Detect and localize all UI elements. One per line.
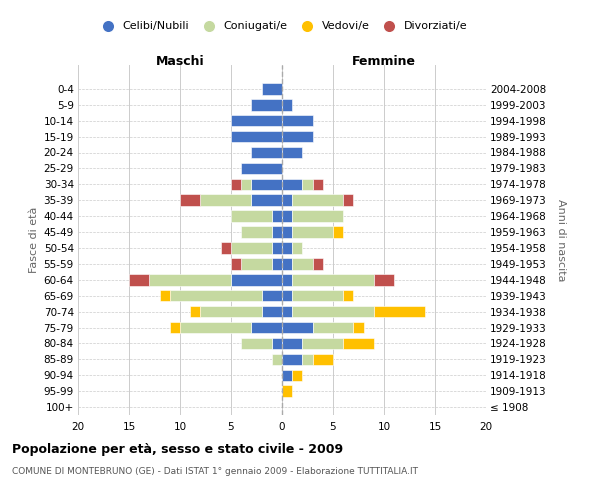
Y-axis label: Fasce di età: Fasce di età <box>29 207 40 273</box>
Bar <box>292 290 343 302</box>
Bar <box>292 210 343 222</box>
Bar <box>149 274 231 285</box>
Bar <box>129 274 149 285</box>
Bar <box>282 115 313 126</box>
Bar <box>343 338 374 349</box>
Bar <box>374 274 394 285</box>
Bar <box>282 258 292 270</box>
Bar <box>160 290 170 302</box>
Bar <box>231 210 272 222</box>
Bar <box>241 178 251 190</box>
Bar <box>231 258 241 270</box>
Bar <box>272 258 282 270</box>
Legend: Celibi/Nubili, Coniugati/e, Vedovi/e, Divorziati/e: Celibi/Nubili, Coniugati/e, Vedovi/e, Di… <box>97 22 467 32</box>
Bar <box>282 226 292 238</box>
Bar <box>180 322 251 333</box>
Bar <box>231 115 282 126</box>
Bar <box>231 131 282 142</box>
Bar <box>313 258 323 270</box>
Bar <box>170 290 262 302</box>
Bar <box>282 354 302 365</box>
Bar <box>282 274 292 285</box>
Bar <box>282 194 292 206</box>
Bar <box>272 338 282 349</box>
Bar <box>251 322 282 333</box>
Bar <box>221 242 231 254</box>
Bar <box>292 370 302 381</box>
Bar <box>272 354 282 365</box>
Bar <box>262 83 282 94</box>
Bar <box>251 178 282 190</box>
Text: Popolazione per età, sesso e stato civile - 2009: Popolazione per età, sesso e stato civil… <box>12 442 343 456</box>
Text: COMUNE DI MONTEBRUNO (GE) - Dati ISTAT 1° gennaio 2009 - Elaborazione TUTTITALIA: COMUNE DI MONTEBRUNO (GE) - Dati ISTAT 1… <box>12 468 418 476</box>
Bar <box>292 194 343 206</box>
Bar <box>282 338 302 349</box>
Bar <box>241 162 282 174</box>
Bar <box>282 178 302 190</box>
Text: Femmine: Femmine <box>352 55 416 68</box>
Bar <box>282 290 292 302</box>
Bar <box>262 306 282 318</box>
Bar <box>251 99 282 110</box>
Bar <box>262 290 282 302</box>
Y-axis label: Anni di nascita: Anni di nascita <box>556 198 566 281</box>
Bar <box>200 194 251 206</box>
Bar <box>292 242 302 254</box>
Bar <box>241 258 272 270</box>
Bar <box>282 242 292 254</box>
Bar <box>272 226 282 238</box>
Bar <box>282 322 313 333</box>
Bar <box>313 178 323 190</box>
Bar <box>180 194 200 206</box>
Bar <box>200 306 262 318</box>
Bar <box>302 338 343 349</box>
Bar <box>231 242 272 254</box>
Bar <box>282 147 302 158</box>
Bar <box>313 322 353 333</box>
Bar <box>313 354 333 365</box>
Bar <box>282 370 292 381</box>
Bar <box>241 226 272 238</box>
Bar <box>190 306 200 318</box>
Bar <box>292 258 313 270</box>
Bar <box>272 242 282 254</box>
Bar <box>231 274 282 285</box>
Bar <box>282 131 313 142</box>
Bar <box>282 99 292 110</box>
Bar <box>282 306 292 318</box>
Bar <box>292 274 374 285</box>
Bar <box>302 354 313 365</box>
Text: Maschi: Maschi <box>155 55 205 68</box>
Bar <box>292 306 374 318</box>
Bar <box>343 290 353 302</box>
Bar <box>272 210 282 222</box>
Bar <box>170 322 180 333</box>
Bar <box>251 194 282 206</box>
Bar <box>353 322 364 333</box>
Bar <box>343 194 353 206</box>
Bar <box>333 226 343 238</box>
Bar <box>302 178 313 190</box>
Bar <box>231 178 241 190</box>
Bar <box>292 226 333 238</box>
Bar <box>282 210 292 222</box>
Bar <box>282 386 292 397</box>
Bar <box>374 306 425 318</box>
Bar <box>241 338 272 349</box>
Bar <box>251 147 282 158</box>
